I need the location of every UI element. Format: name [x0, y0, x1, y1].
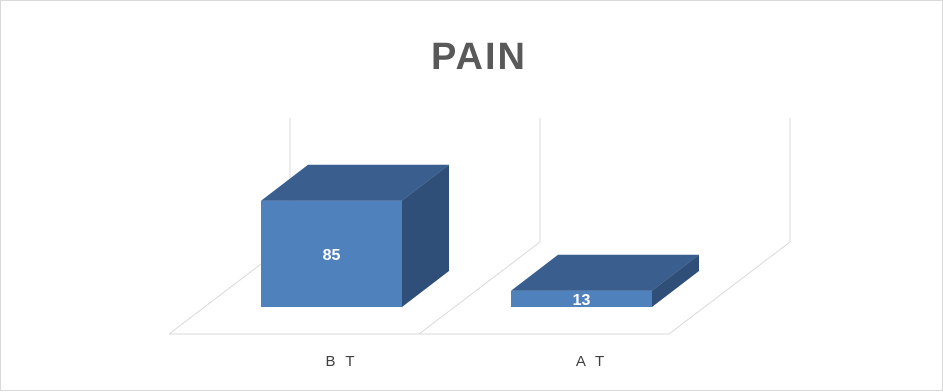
chart-floor: [168, 118, 791, 335]
label-group: 85 B T 13 A T: [323, 247, 607, 370]
floor-divider: [418, 241, 541, 335]
bar-top-bt: [261, 164, 449, 201]
bar-side-at: [652, 254, 699, 307]
bar-front-bt: [261, 200, 402, 307]
bar-group: [261, 164, 699, 307]
chart-title: PAIN: [431, 36, 527, 78]
bar-side-bt: [402, 164, 449, 307]
category-label: B T: [325, 353, 357, 370]
category-label: A T: [576, 353, 607, 370]
data-label: 13: [573, 292, 591, 309]
floor-edge: [169, 241, 791, 335]
bar-top-at: [511, 254, 699, 291]
data-label: 85: [323, 247, 341, 264]
bar-front-at: [511, 290, 652, 307]
